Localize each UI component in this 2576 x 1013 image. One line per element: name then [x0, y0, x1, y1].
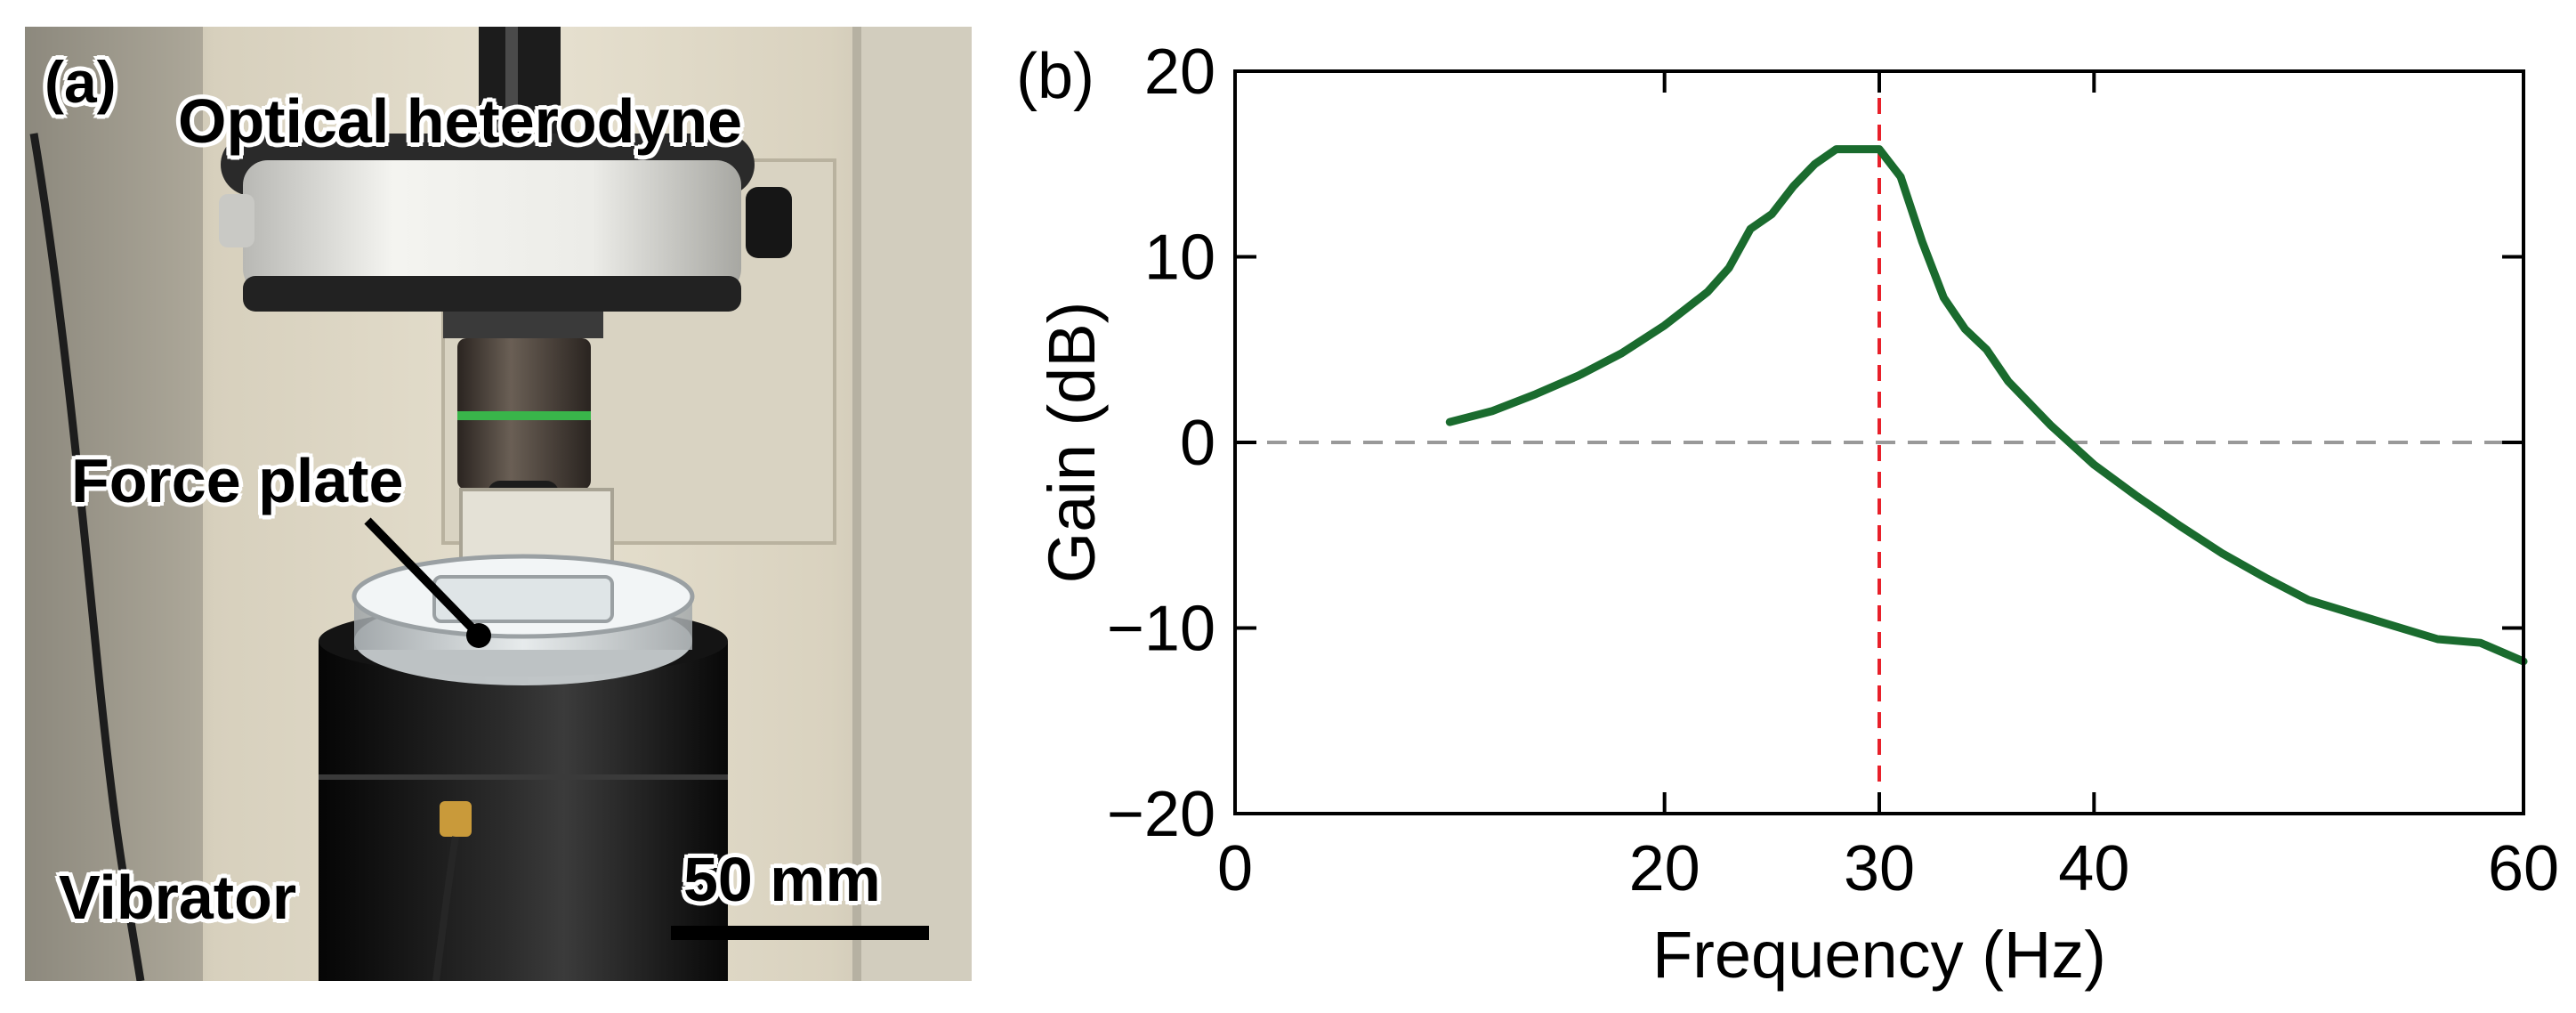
x-tick-label: 30: [1844, 833, 1915, 904]
x-tick-label: 0: [1217, 833, 1253, 904]
photo-panel: (a) Optical heterodyne Force plate Vibra…: [25, 27, 972, 981]
y-tick-label: 20: [1144, 36, 1215, 108]
y-tick-label: 10: [1144, 223, 1215, 294]
apparatus-photo: [25, 27, 972, 981]
optical-heterodyne-label: Optical heterodyne: [178, 86, 743, 156]
x-tick-label: 20: [1629, 833, 1700, 904]
x-axis-title: Frequency (Hz): [1652, 918, 2106, 992]
panel-a-label: (a): [44, 49, 117, 115]
x-tick-label: 60: [2488, 833, 2559, 904]
gain-curve: [1445, 145, 2528, 666]
y-tick-label: 0: [1180, 408, 1215, 479]
scale-bar-label: 50 mm: [683, 845, 881, 914]
panel-b-label: (b): [1016, 41, 1094, 112]
y-tick-label: −10: [1107, 594, 1215, 665]
force-plate-label: Force plate: [71, 446, 404, 515]
y-tick-label: −20: [1107, 779, 1215, 850]
x-tick-label: 40: [2058, 833, 2129, 904]
vibrator-label: Vibrator: [59, 863, 297, 932]
y-axis-title: Gain (dB): [1035, 302, 1109, 584]
plot-area: 0 20 30 40 60 −20 −10 0 10 20: [1107, 36, 2559, 904]
gain-frequency-chart: (b) 0 20 30 40 60 −20 −10 0 10 20 Gain (dB) Frequ…: [1016, 36, 2559, 992]
